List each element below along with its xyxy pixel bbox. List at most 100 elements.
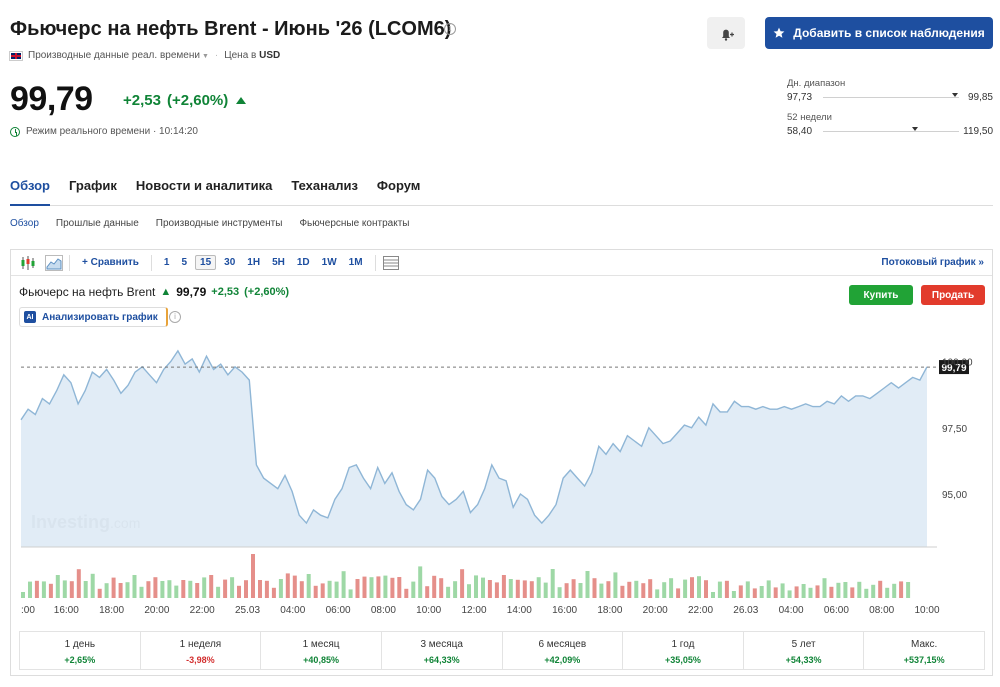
volume-bar xyxy=(28,581,32,598)
x-tick-label: 22:00 xyxy=(190,605,215,616)
volume-bar xyxy=(892,583,897,598)
performance-cell[interactable]: 1 месяц +40,85% xyxy=(261,632,382,669)
interval-5h[interactable]: 5H xyxy=(272,257,285,268)
interval-1[interactable]: 1 xyxy=(163,257,170,268)
volume-bar xyxy=(738,585,743,598)
performance-value: +35,05% xyxy=(665,655,701,665)
data-type-select[interactable]: Производные данные реал. времени ▼ xyxy=(28,50,209,61)
subtab-derivatives[interactable]: Производные инструменты xyxy=(155,218,283,229)
compare-button[interactable]: + Сравнить xyxy=(82,257,139,268)
x-tick-label: 08:00 xyxy=(869,605,894,616)
info-icon[interactable]: i xyxy=(169,311,181,323)
tab-overview[interactable]: Обзор xyxy=(10,178,50,193)
volume-bar xyxy=(411,581,416,598)
x-tick-label: 20:00 xyxy=(643,605,668,616)
performance-value: +40,85% xyxy=(303,655,339,665)
alert-button[interactable] xyxy=(707,17,745,49)
performance-period: 3 месяца xyxy=(420,639,463,650)
volume-bar xyxy=(104,583,109,598)
performance-value: +54,33% xyxy=(785,655,822,665)
volume-bar xyxy=(787,590,792,598)
performance-cell[interactable]: 1 год +35,05% xyxy=(623,632,744,669)
volume-bar xyxy=(815,585,820,598)
table-icon[interactable] xyxy=(382,255,400,271)
performance-period: Макс. xyxy=(911,639,938,650)
last-price-marker xyxy=(939,360,969,375)
interval-5[interactable]: 5 xyxy=(181,257,188,268)
interval-1w[interactable]: 1W xyxy=(321,257,337,268)
volume-bar xyxy=(515,579,520,598)
y-tick-label: 95,00 xyxy=(942,490,967,501)
interval-30[interactable]: 30 xyxy=(224,257,236,268)
interval-1m[interactable]: 1M xyxy=(348,257,363,268)
tab-chart[interactable]: График xyxy=(69,178,117,193)
volume-bar xyxy=(453,581,458,598)
tab-forum[interactable]: Форум xyxy=(376,178,421,193)
analyze-chart-button[interactable]: AI Анализировать график xyxy=(19,307,168,327)
sell-button[interactable]: Продать xyxy=(921,285,985,305)
volume-bar xyxy=(906,582,911,598)
performance-cell[interactable]: 1 неделя -3,98% xyxy=(141,632,262,669)
volume-bar xyxy=(487,580,492,598)
x-tick-label: 14:00 xyxy=(507,605,532,616)
x-tick-label: 26.03 xyxy=(733,605,758,616)
volume-bar xyxy=(327,580,332,598)
volume-bar xyxy=(613,572,618,598)
subtab-historical[interactable]: Прошлые данные xyxy=(55,218,139,229)
volume-bar xyxy=(864,588,869,598)
volume-bar xyxy=(76,569,81,598)
volume-bar xyxy=(341,571,346,598)
performance-value: -3,98% xyxy=(186,655,215,665)
volume-bar xyxy=(69,581,74,598)
performance-cell[interactable]: 1 день +2,65% xyxy=(20,632,141,669)
volume-bar xyxy=(292,575,297,598)
x-tick-label: 16:00 xyxy=(54,605,79,616)
interval-1d[interactable]: 1D xyxy=(296,257,310,268)
week52-range: 52 недели 58,40 119,50 xyxy=(787,112,993,137)
volume-bar xyxy=(620,585,625,598)
volume-bar xyxy=(529,581,534,598)
area-chart-icon[interactable] xyxy=(45,254,63,271)
volume-bar xyxy=(118,583,123,598)
subtab-contracts[interactable]: Фьючерсные контракты xyxy=(299,218,410,229)
volume-bar xyxy=(432,575,437,598)
tab-technical[interactable]: Теханализ xyxy=(291,178,358,193)
volume-bar xyxy=(627,581,632,598)
performance-cell[interactable]: 6 месяцев +42,09% xyxy=(503,632,624,669)
x-tick-label: 04:00 xyxy=(280,605,305,616)
performance-cell[interactable]: Макс. +537,15% xyxy=(864,632,984,669)
buy-button[interactable]: Купить xyxy=(849,285,913,305)
volume-bar xyxy=(355,579,360,598)
volume-bar xyxy=(460,569,465,598)
info-icon[interactable]: i xyxy=(444,23,456,35)
performance-cell[interactable]: 3 месяца +64,33% xyxy=(382,632,503,669)
volume-bar xyxy=(522,580,527,598)
performance-value: +42,09% xyxy=(544,655,581,665)
interval-1h[interactable]: 1H xyxy=(247,257,261,268)
candlestick-icon[interactable] xyxy=(19,255,37,271)
volume-bar xyxy=(83,581,88,598)
range-marker-icon xyxy=(912,127,919,131)
performance-period: 1 месяц xyxy=(302,639,340,650)
volume-bar xyxy=(425,586,430,598)
volume-bar xyxy=(216,586,221,598)
x-tick-label: 06:00 xyxy=(326,605,351,616)
interval-15[interactable]: 15 xyxy=(195,255,217,270)
volume-bar xyxy=(34,580,39,598)
price-chart[interactable]: Investing.com 99,7995,0097,50100,00:0016… xyxy=(11,250,992,630)
tab-news[interactable]: Новости и аналитика xyxy=(135,178,273,193)
add-to-watchlist-button[interactable]: Добавить в список наблюдения xyxy=(765,17,993,49)
volume-bar xyxy=(439,578,444,598)
volume-bar xyxy=(446,586,451,598)
subtab-overview[interactable]: Обзор xyxy=(10,218,39,229)
volume-bar xyxy=(857,581,862,598)
volume-bar xyxy=(258,580,262,598)
volume-bar xyxy=(780,583,785,598)
volume-bar xyxy=(390,577,395,598)
streaming-chart-link[interactable]: Потоковый график » xyxy=(881,257,984,268)
volume-bar xyxy=(745,581,750,598)
range-marker-icon xyxy=(951,93,958,97)
volume-bar xyxy=(752,588,757,598)
volume-bar xyxy=(48,583,53,598)
performance-cell[interactable]: 5 лет +54,33% xyxy=(744,632,865,669)
